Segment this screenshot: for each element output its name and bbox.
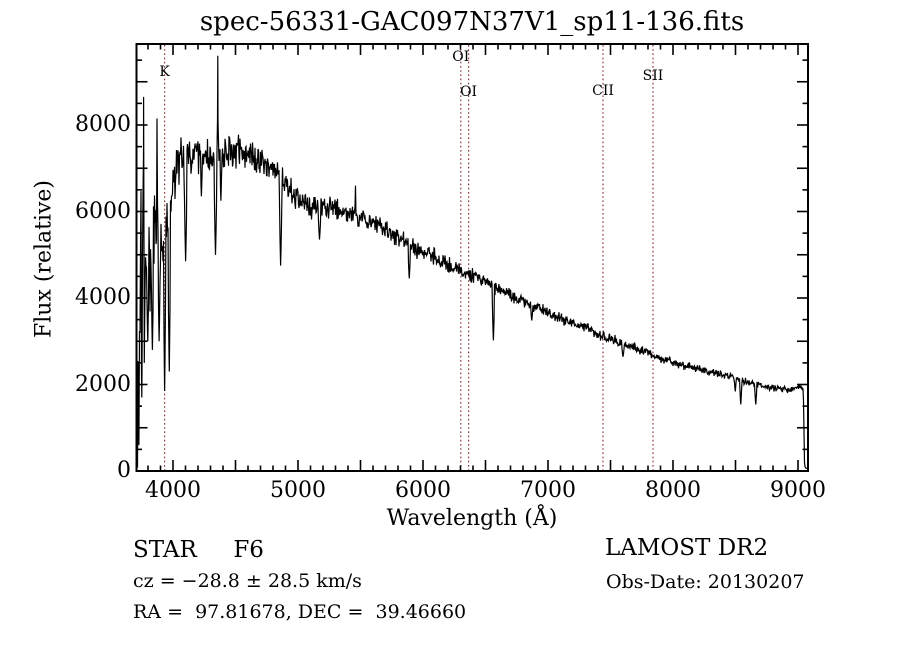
plot-title: spec-56331-GAC097N37V1_sp11-136.fits [199, 7, 745, 37]
axis-ticks [136, 44, 808, 471]
ra-dec-text: RA = 97.81678, DEC = 39.46660 [133, 601, 467, 623]
spectral-line-label: CII [592, 83, 614, 99]
plot-frame [135, 43, 809, 472]
x-axis-label: Wavelength (Å) [386, 506, 558, 531]
spectrum-trace [135, 55, 809, 470]
x-tick-label: 5000 [270, 478, 326, 503]
y-tick-label: 4000 [75, 285, 131, 310]
spectral-line-label: K [159, 64, 170, 80]
x-tick-label: 7000 [520, 478, 576, 503]
x-tick-label: 4000 [145, 478, 201, 503]
marked-spectral-lines [164, 45, 654, 470]
y-tick-label: 2000 [75, 371, 131, 397]
x-tick-label: 8000 [645, 478, 701, 503]
cz-velocity-text: cz = −28.8 ± 28.5 km/s [133, 570, 362, 592]
spectral-line-label: SII [643, 68, 664, 84]
spectral-line-label: OI [460, 84, 477, 100]
y-tick-label: 8000 [75, 112, 131, 137]
x-tick-label: 9000 [770, 478, 826, 503]
obs-date-text: Obs-Date: 20130207 [606, 571, 805, 593]
x-tick-label: 6000 [395, 478, 451, 503]
spectral-line-label: OI [452, 49, 469, 65]
survey-release-text: LAMOST DR2 [605, 535, 769, 561]
y-tick-label: 0 [117, 458, 131, 483]
y-tick-label: 6000 [75, 198, 131, 224]
classification-text: STAR F6 [133, 537, 264, 563]
